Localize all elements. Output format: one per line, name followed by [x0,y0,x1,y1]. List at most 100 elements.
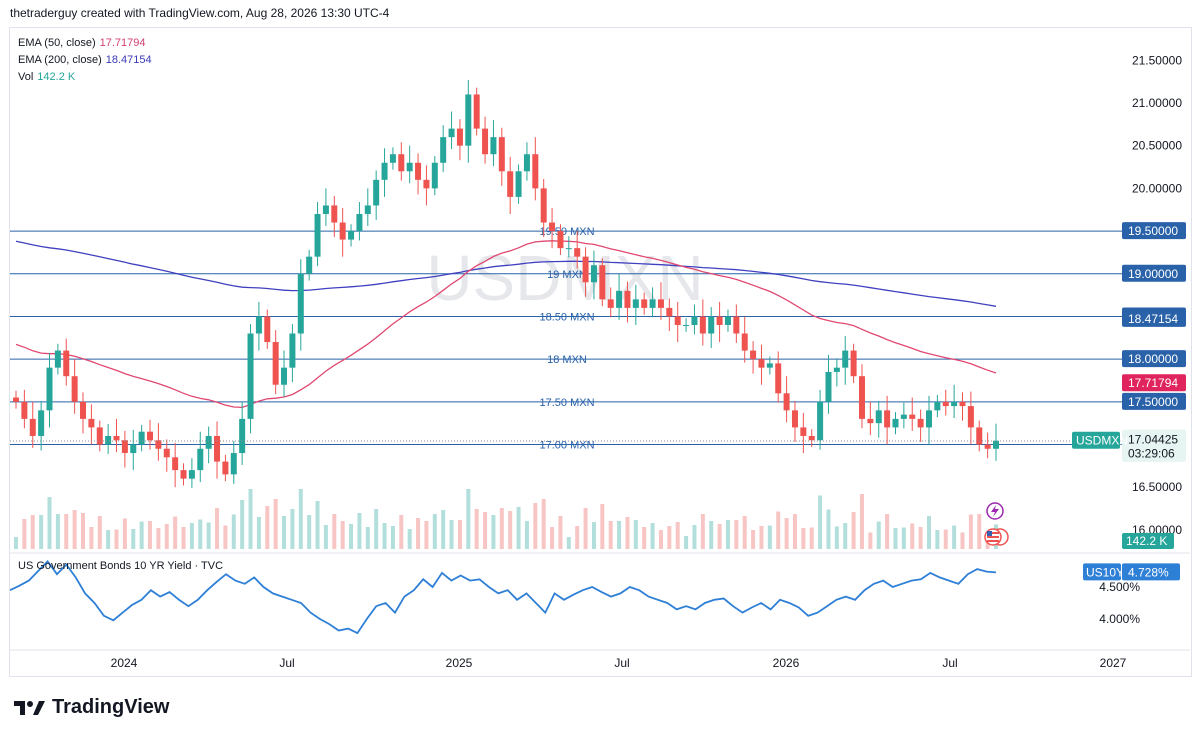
candle-body[interactable] [147,431,154,441]
candle-body[interactable] [976,427,983,445]
candle-body[interactable] [406,162,413,172]
candle-body[interactable] [616,290,623,308]
candle-body[interactable] [105,435,112,445]
candle-body[interactable] [984,444,991,449]
candle-body[interactable] [884,410,891,428]
candle-body[interactable] [448,128,455,138]
candle-body[interactable] [934,401,941,411]
candle-body[interactable] [113,435,120,441]
candle-body[interactable] [607,299,614,308]
candle-body[interactable] [306,256,313,274]
candle-body[interactable] [130,444,137,454]
candle-body[interactable] [381,162,388,180]
candle-body[interactable] [523,154,530,172]
candle-body[interactable] [272,342,279,385]
candle-body[interactable] [289,333,296,368]
lightning-event-icon[interactable] [986,502,1004,520]
candle-body[interactable] [465,94,472,146]
candle-body[interactable] [423,179,430,189]
us-flag-event-icon[interactable] [984,528,1009,546]
candle-body[interactable] [247,333,254,419]
candle-body[interactable] [490,137,497,155]
candle-body[interactable] [624,290,631,308]
candle-body[interactable] [255,316,262,334]
candle-body[interactable] [515,171,522,197]
candle-body[interactable] [172,457,179,471]
candle-body[interactable] [373,179,380,206]
candle-body[interactable] [599,265,606,300]
candle-body[interactable] [239,418,246,454]
candle-body[interactable] [482,128,489,155]
candle-body[interactable] [356,213,363,232]
candle-body[interactable] [197,448,204,471]
candle-body[interactable] [339,222,346,240]
candle-body[interactable] [180,470,187,479]
candle-body[interactable] [842,350,849,368]
candle-body[interactable] [959,401,966,407]
candle-body[interactable] [188,470,195,479]
candle-body[interactable] [498,137,505,172]
candle-body[interactable] [557,231,564,249]
candle-body[interactable] [364,205,371,214]
volume-legend-row[interactable]: Vol 142.2 K [18,69,152,86]
candle-body[interactable] [331,205,338,223]
candle-body[interactable] [29,418,36,436]
candle-body[interactable] [322,205,329,214]
candle-body[interactable] [766,363,773,368]
candle-body[interactable] [71,376,78,402]
candle-body[interactable] [716,316,723,325]
candle-body[interactable] [800,427,807,436]
candle-body[interactable] [574,248,581,257]
candle-body[interactable] [63,350,70,377]
candle-body[interactable] [415,162,422,180]
candle-body[interactable] [909,414,916,419]
us10y-tag[interactable]: US10Y [1086,565,1124,579]
candle-body[interactable] [205,435,212,449]
candle-body[interactable] [942,401,949,407]
candle-body[interactable] [833,367,840,372]
candle-body[interactable] [699,316,706,334]
candle-body[interactable] [264,316,271,343]
candle-body[interactable] [13,397,19,402]
candle-body[interactable] [691,316,698,325]
candle-body[interactable] [641,299,648,308]
candle-body[interactable] [297,273,304,334]
candle-body[interactable] [900,414,907,419]
candle-body[interactable] [456,128,463,146]
candle-body[interactable] [590,265,597,283]
candle-body[interactable] [775,363,782,394]
candle-body[interactable] [281,367,288,385]
candle-body[interactable] [967,406,974,428]
candle-body[interactable] [892,418,899,428]
candle-body[interactable] [473,94,480,129]
candle-body[interactable] [431,162,438,189]
candle-body[interactable] [917,418,924,428]
candle-body[interactable] [88,418,95,428]
candle-body[interactable] [389,154,396,163]
candle-body[interactable] [951,401,958,407]
candle-body[interactable] [750,350,757,360]
candle-body[interactable] [507,171,514,197]
candle-body[interactable] [398,154,405,172]
candle-body[interactable] [348,231,355,240]
candle-body[interactable] [758,359,765,368]
candle-body[interactable] [96,427,103,445]
yield-pane-title[interactable]: US Government Bonds 10 YR Yield · TVC [18,560,224,572]
symbol-tag[interactable]: USDMXN [1076,434,1128,448]
candle-body[interactable] [817,401,824,441]
candle-body[interactable] [632,299,639,308]
candle-body[interactable] [54,350,61,368]
candle-body[interactable] [733,316,740,334]
candle-body[interactable] [121,440,128,454]
candle-body[interactable] [666,307,673,317]
candle-body[interactable] [532,154,539,189]
candle-body[interactable] [155,440,162,449]
candle-body[interactable] [540,188,547,223]
candle-body[interactable] [649,299,656,308]
candle-body[interactable] [657,299,664,308]
candle-body[interactable] [565,248,572,250]
candle-body[interactable] [163,448,170,458]
candle-body[interactable] [80,401,87,419]
candle-body[interactable] [582,256,589,283]
